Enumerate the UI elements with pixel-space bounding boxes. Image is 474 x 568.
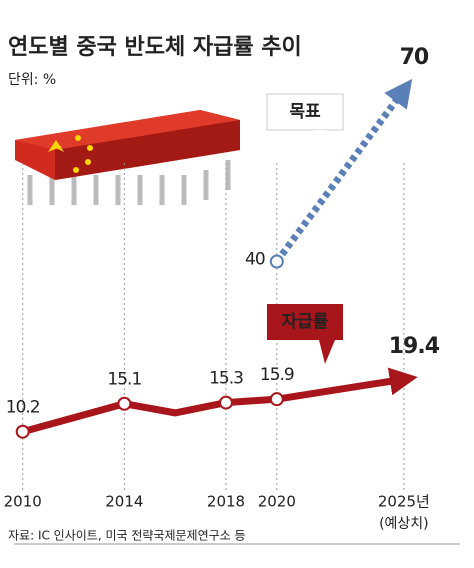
series-name: 목표 bbox=[289, 102, 321, 122]
point bbox=[219, 395, 233, 410]
point bbox=[269, 254, 284, 269]
data-label: 15.1 bbox=[107, 370, 141, 390]
series-tag-pointer bbox=[313, 130, 327, 156]
data-label: 19.4 bbox=[389, 334, 440, 359]
data-label: 15.3 bbox=[209, 369, 243, 389]
point bbox=[117, 396, 132, 411]
source: 자료: IC 인사이트, 미국 전략국제문제연구소 등 bbox=[8, 529, 246, 543]
chip-illustration bbox=[15, 110, 240, 205]
data-label: 40 bbox=[245, 250, 265, 270]
series-line bbox=[21, 367, 418, 436]
point bbox=[15, 424, 30, 439]
point bbox=[269, 392, 284, 407]
data-label: 10.2 bbox=[6, 398, 40, 418]
series-tag-box bbox=[266, 93, 344, 131]
chart-subtitle: 단위: % bbox=[8, 72, 56, 88]
x-note: (예상치) bbox=[379, 516, 429, 532]
x-tick-label: 2014 bbox=[105, 493, 143, 511]
x-tick-label: 2010 bbox=[4, 493, 42, 511]
x-tick-label: 2018 bbox=[207, 493, 245, 511]
chart-title: 연도별 중국 반도체 자급률 추이 bbox=[8, 35, 302, 60]
data-label: 15.9 bbox=[260, 365, 294, 385]
x-tick-label: 2020 bbox=[258, 493, 296, 511]
series-tag-box bbox=[267, 304, 343, 340]
x-tick-label: 2025년 bbox=[378, 493, 430, 511]
series-tag-pointer bbox=[319, 340, 335, 364]
series-name: 자급률 bbox=[282, 312, 329, 332]
data-label: 70 bbox=[400, 45, 429, 70]
